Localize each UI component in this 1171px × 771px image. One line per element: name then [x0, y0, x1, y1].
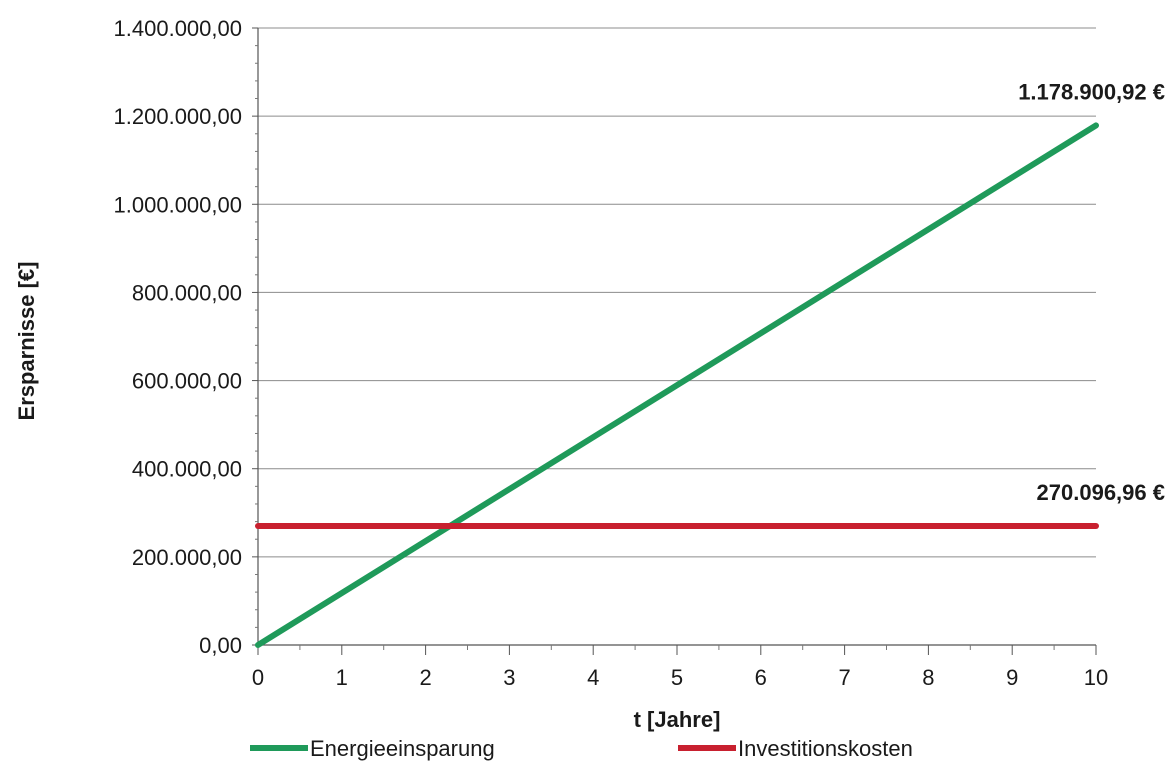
x-tick-label: 9	[1006, 665, 1018, 690]
y-axis-title: Ersparnisse [€]	[14, 262, 39, 421]
x-axis-title: t [Jahre]	[634, 707, 721, 732]
y-tick-label: 1.200.000,00	[114, 104, 242, 129]
series-end-label-1: 270.096,96 €	[1037, 480, 1165, 505]
legend: Energieeinsparung Investitionskosten	[250, 736, 913, 761]
y-tick-label: 1.000.000,00	[114, 192, 242, 217]
legend-label-1: Investitionskosten	[738, 736, 913, 761]
x-tick-label: 0	[252, 665, 264, 690]
legend-label-0: Energieeinsparung	[310, 736, 495, 761]
series-lines	[255, 122, 1099, 648]
grid-lines	[258, 27, 1096, 558]
y-tick-label: 600.000,00	[132, 369, 242, 394]
x-tick-label: 4	[587, 665, 599, 690]
y-tick-label: 0,00	[199, 633, 242, 658]
x-tick-label: 10	[1084, 665, 1108, 690]
y-axis-ticks: 0,00 200.000,00 400.000,00 600.000,00 800.00…	[114, 16, 258, 658]
y-tick-label: 400.000,00	[132, 457, 242, 482]
x-tick-label: 2	[419, 665, 431, 690]
x-tick-label: 1	[336, 665, 348, 690]
x-tick-label: 5	[671, 665, 683, 690]
axes	[257, 28, 1096, 646]
data-labels: 1.178.900,92 € 270.096,96 €	[1018, 79, 1165, 505]
y-tick-label: 200.000,00	[132, 545, 242, 570]
y-tick-label: 1.400.000,00	[114, 16, 242, 41]
x-tick-label: 3	[503, 665, 515, 690]
x-tick-label: 6	[755, 665, 767, 690]
x-tick-label: 7	[838, 665, 850, 690]
series-end-label-0: 1.178.900,92 €	[1018, 79, 1165, 104]
series-line-0	[255, 122, 1099, 648]
y-tick-label: 800.000,00	[132, 280, 242, 305]
x-tick-label: 8	[922, 665, 934, 690]
x-axis-ticks: 0 1 2 3 4 5 6 7 8 9 10	[252, 645, 1108, 690]
